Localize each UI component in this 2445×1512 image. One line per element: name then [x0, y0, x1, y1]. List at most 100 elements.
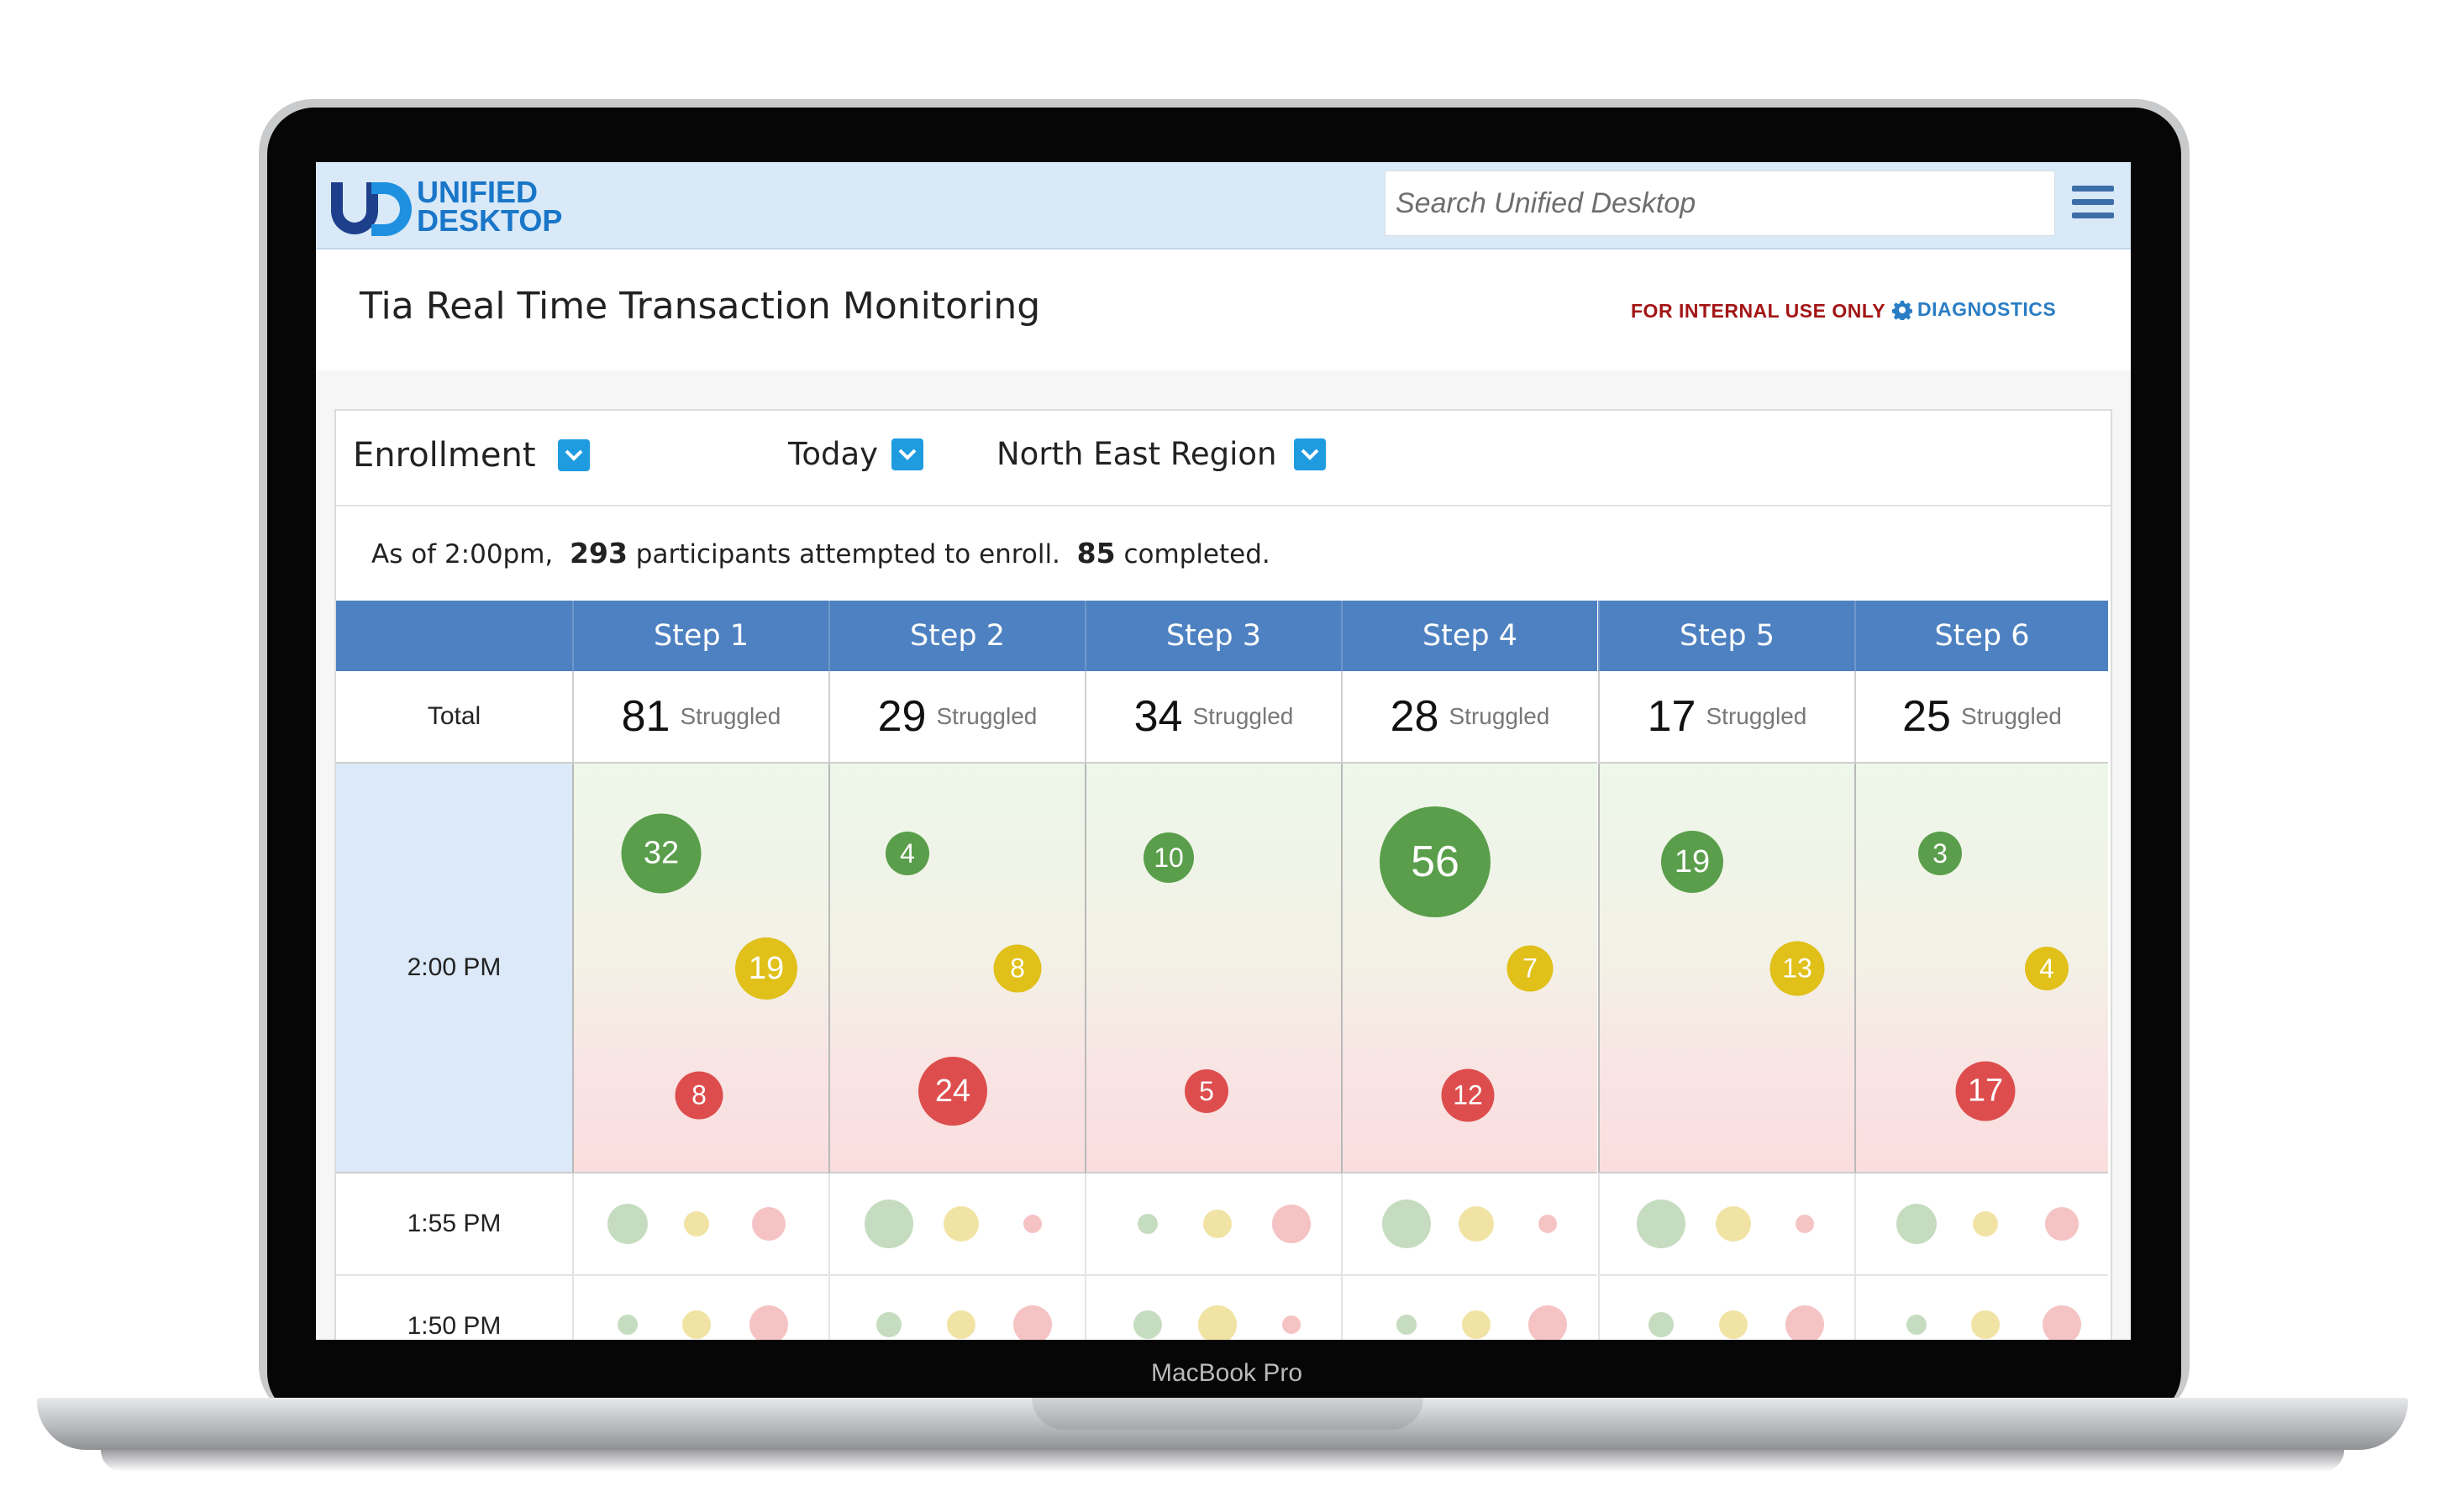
green-bubble[interactable]: 4	[886, 832, 929, 875]
green-bubble[interactable]: 10	[1144, 832, 1194, 883]
step-header: Step 4	[1341, 601, 1597, 671]
region-dropdown[interactable]: North East Region	[996, 436, 1326, 472]
step-history-cell[interactable]	[1598, 1276, 1854, 1340]
history-time-label: 1:55 PM	[336, 1173, 572, 1276]
red-dot	[1282, 1315, 1301, 1334]
struggled-count: 17	[1647, 692, 1696, 741]
struggled-count: 29	[877, 692, 927, 741]
green-dot	[1138, 1214, 1158, 1234]
green-bubble[interactable]: 19	[1661, 831, 1723, 893]
period-value: Today	[788, 436, 879, 472]
region-value: North East Region	[996, 436, 1277, 472]
red-dot	[1023, 1215, 1042, 1233]
green-dot	[1637, 1200, 1685, 1248]
chevron-down-icon	[891, 438, 924, 470]
step-total-cell[interactable]: 17 Struggled	[1598, 671, 1854, 764]
step-history-cell[interactable]	[1598, 1173, 1854, 1276]
green-dot	[1382, 1200, 1431, 1248]
yellow-dot	[1198, 1305, 1237, 1340]
green-dot	[865, 1200, 913, 1248]
top-bar: UNIFIED DESKTOP	[316, 162, 2131, 249]
program-value: Enrollment	[353, 436, 536, 475]
chevron-down-icon	[557, 439, 590, 471]
summary-prefix: As of 2:00pm,	[371, 539, 554, 570]
yellow-bubble[interactable]: 4	[2025, 947, 2069, 990]
green-dot	[1906, 1315, 1927, 1335]
step-total-cell[interactable]: 81 Struggled	[572, 671, 828, 764]
green-dot	[1396, 1315, 1417, 1335]
yellow-bubble[interactable]: 8	[993, 944, 1042, 993]
total-row-label: Total	[336, 671, 572, 764]
struggled-count: 25	[1902, 692, 1951, 741]
red-dot	[1528, 1305, 1567, 1340]
step-current-cell: 32 19 8	[572, 764, 828, 1173]
yellow-dot	[1716, 1206, 1751, 1242]
yellow-bubble[interactable]: 19	[735, 937, 797, 1000]
chevron-down-icon	[1293, 438, 1326, 470]
red-dot	[1785, 1305, 1824, 1340]
history-time-label: 1:50 PM	[336, 1276, 572, 1340]
ud-logo-icon	[331, 182, 412, 236]
step-history-cell[interactable]	[1085, 1173, 1341, 1276]
yellow-dot	[1719, 1310, 1748, 1339]
struggled-count: 28	[1390, 692, 1439, 741]
step-header: Step 3	[1085, 601, 1341, 671]
step-history-cell[interactable]	[828, 1173, 1085, 1276]
red-bubble[interactable]: 24	[918, 1057, 987, 1126]
yellow-dot	[947, 1310, 975, 1339]
step-header: Step 5	[1598, 601, 1854, 671]
step-total-cell[interactable]: 29 Struggled	[828, 671, 1085, 764]
green-dot	[1896, 1204, 1937, 1244]
step-history-cell[interactable]	[1341, 1173, 1597, 1276]
yellow-bubble[interactable]: 13	[1769, 941, 1825, 996]
red-bubble[interactable]: 17	[1955, 1061, 2016, 1121]
struggled-count: 34	[1133, 692, 1183, 741]
hamburger-menu-icon[interactable]	[2072, 186, 2114, 226]
red-dot	[1272, 1205, 1311, 1243]
step-history-cell[interactable]	[1085, 1276, 1341, 1340]
struggled-label: Struggled	[1960, 703, 2062, 729]
filter-bar: Enrollment Today North East Region	[336, 411, 2111, 507]
struggled-label: Struggled	[1706, 703, 1807, 729]
red-dot	[1796, 1215, 1814, 1233]
yellow-dot	[684, 1211, 709, 1236]
green-dot	[1648, 1312, 1674, 1337]
search-input[interactable]	[1385, 171, 2055, 236]
program-dropdown[interactable]: Enrollment	[353, 436, 590, 475]
red-bubble[interactable]: 8	[675, 1071, 723, 1120]
step-current-cell: 4 8 24	[828, 764, 1085, 1173]
green-dot	[876, 1312, 902, 1337]
step-total-cell[interactable]: 34 Struggled	[1085, 671, 1341, 764]
yellow-dot	[682, 1310, 711, 1339]
app-logo[interactable]: UNIFIED DESKTOP	[326, 177, 562, 236]
step-history-cell[interactable]	[828, 1276, 1085, 1340]
green-dot	[1133, 1310, 1162, 1339]
red-dot	[2043, 1305, 2081, 1340]
step-history-cell[interactable]	[572, 1173, 828, 1276]
current-time-label: 2:00 PM	[336, 764, 572, 1173]
green-bubble[interactable]: 56	[1380, 806, 1491, 917]
red-bubble[interactable]: 12	[1441, 1068, 1495, 1122]
step-history-cell[interactable]	[1341, 1276, 1597, 1340]
title-area: Tia Real Time Transaction Monitoring FOR…	[316, 249, 2131, 370]
header-corner	[336, 601, 572, 671]
red-dot	[752, 1207, 786, 1241]
struggled-label: Struggled	[1449, 703, 1550, 729]
green-bubble[interactable]: 32	[621, 813, 702, 894]
struggled-label: Struggled	[936, 703, 1038, 729]
red-dot	[1538, 1215, 1557, 1233]
step-history-cell[interactable]	[1854, 1173, 2108, 1276]
step-total-cell[interactable]: 28 Struggled	[1341, 671, 1597, 764]
red-dot	[2045, 1207, 2079, 1241]
page-title: Tia Real Time Transaction Monitoring	[360, 285, 1041, 328]
diagnostics-link[interactable]: DIAGNOSTICS	[1892, 298, 2056, 321]
step-history-cell[interactable]	[572, 1276, 828, 1340]
step-history-cell[interactable]	[1854, 1276, 2108, 1340]
red-bubble[interactable]: 5	[1185, 1069, 1228, 1113]
yellow-bubble[interactable]: 7	[1506, 945, 1554, 992]
step-total-cell[interactable]: 25 Struggled	[1854, 671, 2108, 764]
period-dropdown[interactable]: Today	[788, 436, 924, 472]
summary-text: As of 2:00pm, 293 participants attempted…	[371, 537, 1270, 570]
struggled-label: Struggled	[680, 703, 781, 729]
green-bubble[interactable]: 3	[1918, 832, 1962, 875]
